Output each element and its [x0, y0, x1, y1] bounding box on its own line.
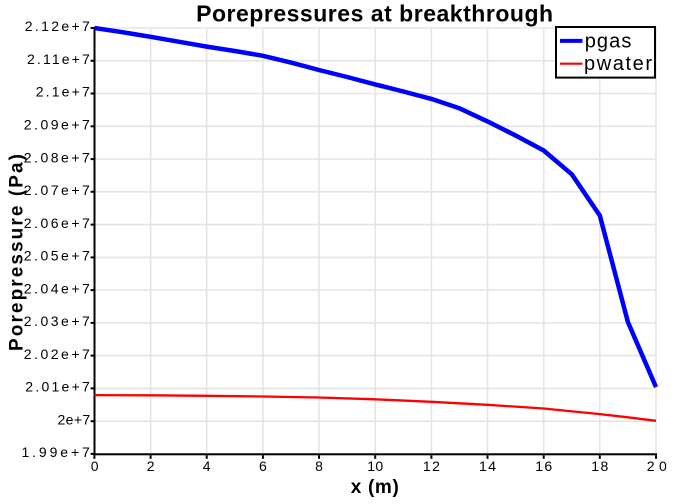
svg-text:0: 0 [91, 458, 99, 474]
svg-text:2.1e+7: 2.1e+7 [36, 84, 90, 100]
svg-text:2.02e+7: 2.02e+7 [24, 346, 90, 362]
svg-text:pgas: pgas [585, 30, 632, 52]
svg-text:2.09e+7: 2.09e+7 [24, 117, 90, 133]
svg-text:2.12e+7: 2.12e+7 [25, 18, 90, 34]
svg-text:Porepressures at breakthrough: Porepressures at breakthrough [196, 1, 553, 27]
svg-text:16: 16 [535, 458, 552, 474]
svg-text:2.01e+7: 2.01e+7 [25, 379, 90, 395]
svg-text:12: 12 [423, 458, 440, 474]
svg-text:2.03e+7: 2.03e+7 [24, 313, 90, 329]
svg-text:2.05e+7: 2.05e+7 [24, 248, 90, 264]
svg-text:8: 8 [315, 458, 323, 474]
svg-text:10: 10 [367, 458, 383, 474]
svg-text:4: 4 [203, 458, 211, 474]
svg-text:2.08e+7: 2.08e+7 [24, 149, 90, 165]
svg-text:2.11e+7: 2.11e+7 [27, 51, 90, 67]
svg-text:2.04e+7: 2.04e+7 [24, 280, 90, 296]
svg-text:2: 2 [147, 458, 155, 474]
svg-text:14: 14 [479, 458, 496, 474]
svg-text:2e+7: 2e+7 [58, 411, 91, 427]
svg-text:6: 6 [259, 458, 267, 474]
svg-text:2.07e+7: 2.07e+7 [24, 182, 90, 198]
svg-text:18: 18 [591, 458, 608, 474]
svg-text:Porepressure (Pa): Porepressure (Pa) [7, 154, 28, 351]
svg-text:2.06e+7: 2.06e+7 [24, 215, 90, 231]
svg-text:x (m): x (m) [351, 477, 399, 498]
svg-text:pwater: pwater [584, 53, 652, 75]
svg-text:1.99e+7: 1.99e+7 [22, 444, 91, 460]
